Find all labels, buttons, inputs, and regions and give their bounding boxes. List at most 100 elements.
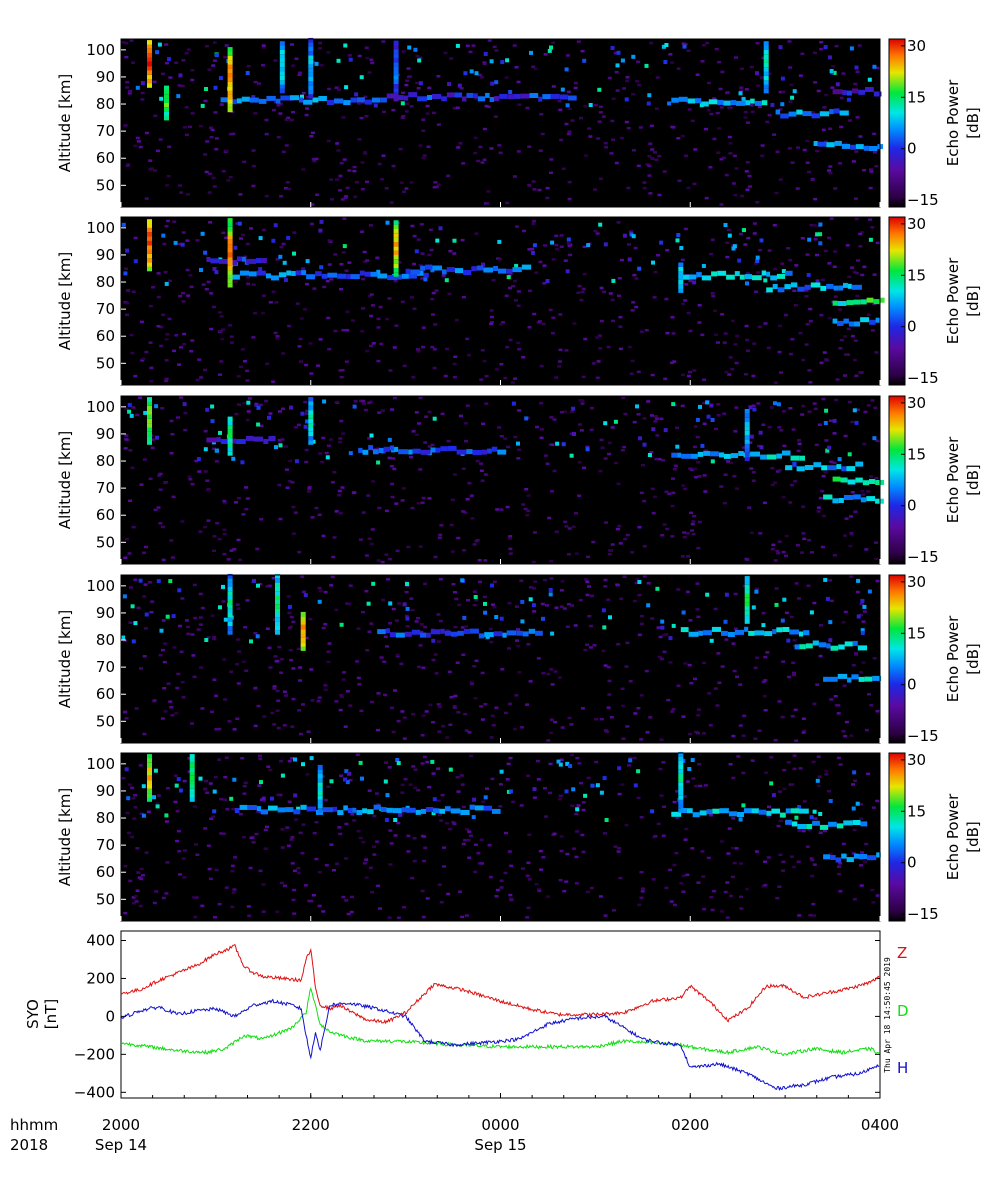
noise-pixel [393,279,398,283]
noise-pixel [541,856,546,859]
noise-pixel [436,640,441,643]
noise-pixel [533,580,538,583]
noise-pixel [558,108,563,112]
scatter-echo [214,448,219,453]
echo-layer-cell [752,275,762,281]
noise-pixel [138,396,143,399]
noise-pixel [185,268,190,272]
scatter-echo [628,758,633,763]
noise-pixel [280,657,285,661]
echo-column-cell [678,799,684,804]
noise-pixel [859,864,863,867]
noise-pixel [622,445,627,449]
noise-pixel [731,182,736,185]
noise-pixel [410,608,415,612]
noise-pixel [449,695,454,699]
noise-pixel [654,107,659,110]
y-tick-label: 50 [96,176,115,194]
noise-pixel [646,582,651,585]
noise-pixel [326,316,331,320]
noise-pixel [221,170,226,173]
scatter-echo [771,793,776,798]
noise-pixel [479,469,484,472]
echo-layer-cell [364,271,371,277]
noise-pixel [125,301,129,305]
scatter-echo [818,812,823,816]
y-tick-label: 70 [96,300,115,318]
echo-layer-cell [469,628,479,634]
noise-pixel [183,411,188,415]
noise-pixel [480,671,485,675]
noise-pixel [135,136,140,140]
echo-column-cell [308,63,314,69]
noise-pixel [362,402,367,405]
noise-pixel [161,558,166,562]
echo-layer-cell [855,461,864,467]
noise-pixel [329,584,334,587]
noise-pixel [719,485,724,488]
noise-pixel [456,536,461,540]
noise-pixel [455,776,460,779]
noise-pixel [127,783,132,786]
noise-pixel [482,359,487,363]
noise-pixel [293,511,298,514]
scatter-echo [196,457,201,462]
noise-pixel [836,704,841,707]
noise-pixel [232,548,237,551]
echo-column-cell [678,777,684,783]
scatter-echo [233,245,238,250]
echo-layer-cell [869,319,876,325]
noise-pixel [599,286,604,290]
scatter-echo [790,95,795,100]
echo-column-cell [393,66,399,71]
noise-pixel [634,305,639,309]
echo-column-cell [763,54,769,59]
noise-pixel [474,97,479,100]
scatter-echo [336,58,341,63]
noise-pixel [769,756,774,759]
noise-pixel [630,551,635,554]
echo-layer-cell [803,630,810,636]
noise-pixel [508,535,513,538]
echo-column-cell [164,116,169,121]
noise-pixel [267,646,272,650]
noise-pixel [433,181,438,184]
noise-pixel [170,714,175,717]
noise-pixel [485,202,490,205]
y-tick-label: 60 [96,685,115,703]
noise-pixel [774,191,779,195]
scatter-echo [303,593,308,598]
noise-pixel [493,115,498,118]
noise-pixel [713,333,718,336]
noise-pixel [128,586,133,589]
noise-pixel [868,218,873,221]
echo-layer-cell [386,807,393,813]
echo-column-cell [678,271,684,276]
noise-pixel [286,116,291,120]
noise-pixel [872,151,877,154]
noise-pixel [454,597,459,601]
noise-pixel [237,496,241,500]
noise-pixel [558,798,563,801]
noise-pixel [144,197,149,200]
noise-pixel [124,717,129,720]
y-tick-label: 80 [96,273,115,291]
noise-pixel [364,46,369,49]
colorbar-tick-label: 0 [907,140,917,158]
noise-pixel [152,901,157,905]
noise-pixel [731,734,736,738]
y-tick-label: 90 [96,68,115,86]
noise-pixel [364,876,369,879]
noise-pixel [456,711,461,714]
noise-pixel [781,410,786,413]
echo-layer-cell [860,317,870,323]
echo-column-cell [147,410,152,415]
noise-pixel [625,533,630,537]
noise-pixel [453,355,458,358]
noise-pixel [815,149,820,153]
noise-pixel [321,910,326,913]
noise-pixel [688,279,693,283]
noise-pixel [284,445,288,448]
noise-pixel [765,651,770,654]
scatter-echo [176,777,181,782]
